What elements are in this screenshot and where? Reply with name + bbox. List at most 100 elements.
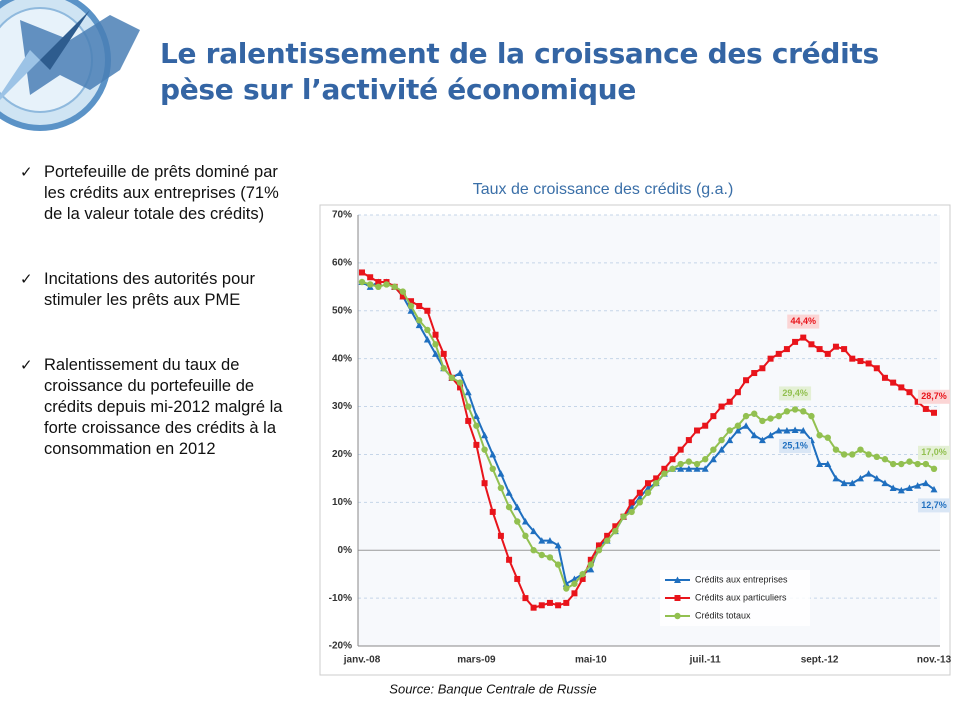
marker <box>832 446 840 453</box>
marker <box>513 503 521 511</box>
marker <box>546 554 554 561</box>
marker <box>799 427 807 434</box>
bullet: Portefeuille de prêts dominé par les cré… <box>18 162 300 225</box>
marker <box>636 489 643 496</box>
marker <box>677 446 684 453</box>
marker <box>497 470 505 477</box>
y-tick-label: 40% <box>332 353 352 364</box>
marker <box>849 355 856 362</box>
marker <box>865 451 872 458</box>
marker <box>685 465 693 472</box>
marker <box>930 485 938 493</box>
marker <box>718 436 725 444</box>
marker <box>366 281 374 288</box>
marker <box>612 523 619 530</box>
y-tick-label: 20% <box>332 449 352 460</box>
x-tick-label: nov.-13 <box>917 655 952 666</box>
marker <box>873 474 881 482</box>
marker <box>791 426 799 434</box>
marker <box>750 431 758 439</box>
marker <box>702 422 709 429</box>
marker <box>644 489 652 496</box>
marker <box>522 595 529 602</box>
y-tick-label: -10% <box>329 593 352 604</box>
value-label: 44,4% <box>790 316 816 326</box>
marker <box>604 532 611 539</box>
marker <box>555 602 562 609</box>
marker <box>881 456 889 463</box>
marker <box>889 484 897 491</box>
marker <box>800 408 807 415</box>
marker <box>873 365 880 372</box>
marker <box>408 298 415 305</box>
value-label: 12,7% <box>921 500 947 510</box>
marker <box>424 307 431 314</box>
marker <box>865 360 872 367</box>
marker <box>808 341 815 348</box>
title-line: Le ralentissement de la croissance des c… <box>160 37 879 70</box>
marker <box>674 595 681 601</box>
marker <box>857 358 864 365</box>
marker <box>546 537 554 544</box>
value-label-box <box>787 314 820 329</box>
marker <box>922 460 930 468</box>
marker <box>734 427 742 434</box>
marker <box>669 456 676 463</box>
marker <box>873 453 880 461</box>
marker <box>743 377 750 384</box>
marker <box>661 470 668 477</box>
marker <box>726 398 733 405</box>
marker <box>832 343 839 350</box>
marker <box>456 369 464 377</box>
marker <box>514 518 521 525</box>
value-label-box <box>918 445 950 460</box>
marker <box>432 331 439 338</box>
marker <box>423 336 431 343</box>
marker <box>783 427 791 434</box>
marker <box>840 451 848 458</box>
marker <box>767 431 775 439</box>
x-tick-label: janv.-08 <box>343 655 381 666</box>
marker <box>628 508 635 516</box>
marker <box>685 437 692 444</box>
marker <box>530 547 537 554</box>
marker <box>514 575 521 582</box>
logo <box>0 0 140 131</box>
marker <box>914 460 921 468</box>
marker <box>465 417 472 424</box>
marker <box>628 499 635 506</box>
value-label: 29,4% <box>782 388 808 398</box>
marker <box>440 365 447 372</box>
marker <box>824 460 832 468</box>
value-label-box <box>779 439 812 454</box>
marker <box>571 590 578 597</box>
marker <box>840 479 848 487</box>
legend-label: Crédits aux particuliers <box>695 592 787 602</box>
legend-label: Crédits aux entreprises <box>695 574 788 584</box>
y-tick-label: 10% <box>332 497 352 508</box>
marker <box>898 460 905 468</box>
y-tick-label: -20% <box>329 641 352 652</box>
legend-label: Crédits totaux <box>695 610 751 620</box>
marker <box>432 350 440 357</box>
marker <box>881 374 888 381</box>
marker <box>824 350 831 357</box>
marker <box>726 436 734 444</box>
marker <box>702 456 709 463</box>
marker <box>775 412 782 420</box>
marker <box>645 480 651 487</box>
marker <box>457 384 464 391</box>
marker <box>800 334 807 341</box>
marker <box>653 475 660 482</box>
marker <box>587 565 595 573</box>
marker <box>759 365 766 372</box>
marker <box>546 599 553 606</box>
marker <box>710 413 717 420</box>
marker <box>530 527 538 535</box>
marker <box>742 422 750 429</box>
marker <box>636 499 644 506</box>
marker <box>849 451 856 458</box>
marker <box>701 465 709 472</box>
marker <box>448 374 456 382</box>
marker <box>375 279 382 286</box>
